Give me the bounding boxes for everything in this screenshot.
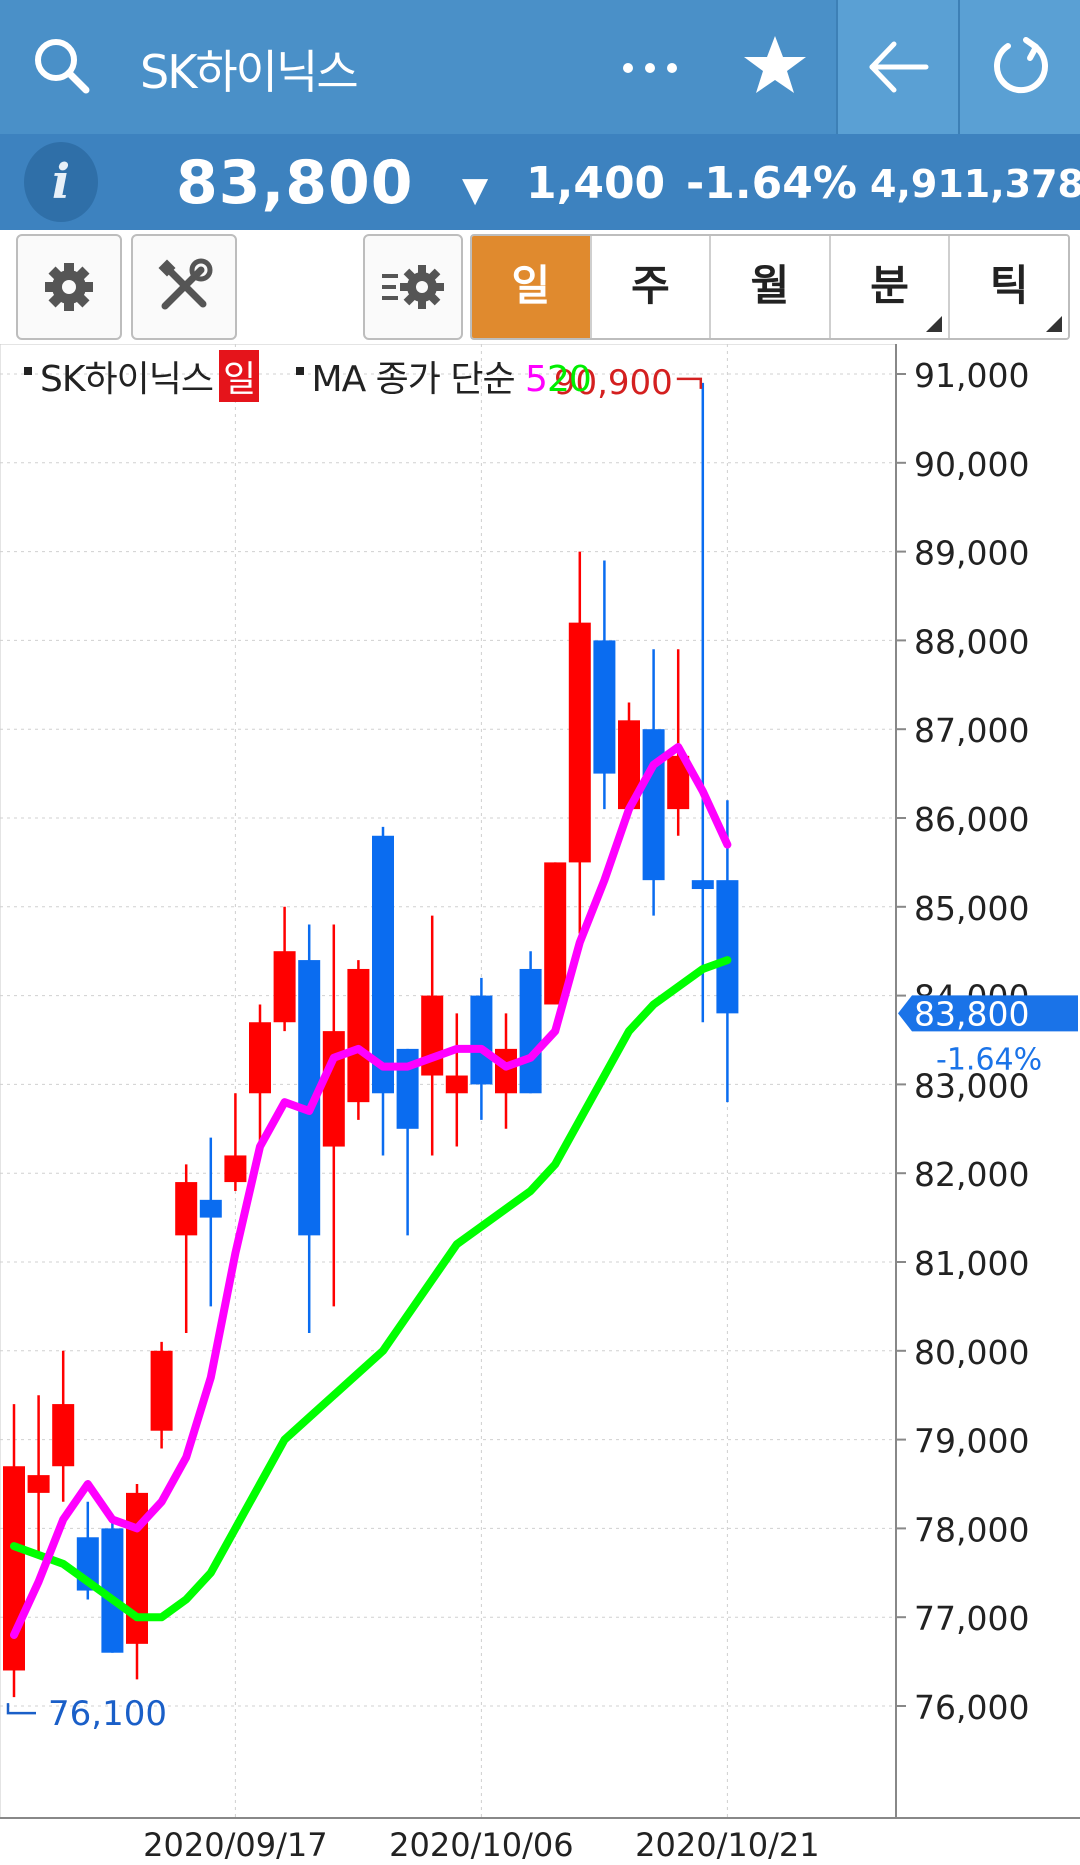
candle-up <box>150 1350 173 1431</box>
stock-name-title: SK하이닉스 <box>140 45 359 99</box>
refresh-button[interactable] <box>958 0 1080 134</box>
candle-down <box>470 995 493 1085</box>
current-price-tag <box>898 995 1078 1032</box>
candle-up <box>568 622 591 863</box>
legend-ma20: 20 <box>546 359 592 400</box>
candle-up <box>618 720 640 810</box>
y-tick-label: 77,000 <box>914 1599 1029 1638</box>
price-bar: i 83,800 ▼ 1,400 -1.64% 4,911,378 <box>0 134 1080 230</box>
ma5-line <box>10 742 732 1639</box>
settings-icon <box>45 263 93 311</box>
current-price: 83,800 <box>176 148 414 218</box>
candle-up <box>445 1075 468 1094</box>
search-icon[interactable] <box>28 32 98 102</box>
tab-minute[interactable]: 분 <box>828 236 949 338</box>
y-tick-label: 76,000 <box>914 1688 1029 1727</box>
y-tick-label: 82,000 <box>914 1155 1029 1194</box>
candlestick-chart[interactable]: 91,000 90,000 89,000 88,000 87,000 86,000 85,0… <box>0 344 1080 1865</box>
tab-monthly[interactable]: 월 <box>709 236 829 338</box>
more-icon[interactable] <box>612 36 692 96</box>
chart-toolbar: 일 주 월 분 틱 <box>0 230 1080 344</box>
candle-up <box>322 1031 345 1147</box>
tab-label: 일 <box>511 261 551 310</box>
trade-volume: 4,911,378 <box>870 162 1080 206</box>
indicator-settings-button[interactable] <box>363 234 463 340</box>
tools-button[interactable] <box>131 234 237 340</box>
max-price-label: 90,900 <box>554 363 673 403</box>
y-tick-label: 91,000 <box>914 356 1029 395</box>
x-tick-label: 2020/09/17 <box>143 1826 327 1864</box>
candle-up <box>667 755 690 810</box>
candle-up <box>175 1182 198 1236</box>
candle-up <box>544 862 567 1005</box>
price-change-percent: -1.64% <box>686 158 857 209</box>
candle-down <box>593 640 616 774</box>
candle-up <box>495 1048 517 1094</box>
candle-down <box>716 880 739 1014</box>
candle-down <box>298 960 321 1236</box>
y-tick-label: 88,000 <box>914 622 1029 661</box>
min-price-marker <box>6 1703 36 1715</box>
y-tick-label: 90,000 <box>914 445 1029 484</box>
legend-marker <box>295 367 304 375</box>
dropdown-corner-icon <box>926 316 943 332</box>
candle-down <box>642 729 665 881</box>
tab-weekly[interactable]: 주 <box>589 236 710 338</box>
tab-label: 월 <box>750 261 790 310</box>
info-button[interactable]: i <box>24 142 98 222</box>
back-button[interactable] <box>836 0 958 134</box>
candle-down <box>519 968 542 1094</box>
back-arrow-icon <box>864 32 934 102</box>
chart-canvas[interactable]: 91,000 90,000 89,000 88,000 87,000 86,000 85,0… <box>0 344 1080 1865</box>
price-change: 1,400 <box>526 158 666 209</box>
current-price-pct: -1.64% <box>936 1042 1042 1077</box>
candle-up <box>3 1466 25 1671</box>
tools-icon <box>158 258 213 310</box>
tab-label: 틱 <box>989 261 1029 310</box>
dropdown-corner-icon <box>1045 316 1062 332</box>
candle-up <box>347 968 370 1103</box>
tab-daily[interactable]: 일 <box>472 236 590 338</box>
legend-stock-name: SK하이닉스 <box>40 359 214 400</box>
candle-down <box>101 1528 124 1653</box>
down-arrow-icon: ▼ <box>462 170 489 210</box>
y-tick-label: 87,000 <box>914 711 1029 750</box>
legend-ma5: 5 <box>525 359 548 400</box>
y-tick-label: 83,000 <box>914 1066 1029 1105</box>
candle-down <box>199 1199 222 1218</box>
candle-down <box>372 835 394 1094</box>
y-tick-label: 89,000 <box>914 534 1029 573</box>
legend-period-badge: 일 <box>218 350 260 402</box>
current-price-label: 83,800 <box>914 994 1029 1033</box>
star-icon[interactable] <box>740 30 810 100</box>
min-price-label: 76,100 <box>48 1694 167 1734</box>
tab-label: 주 <box>631 261 670 310</box>
tab-label: 분 <box>870 261 909 310</box>
candle-up <box>27 1475 50 1493</box>
candle-down <box>691 880 714 890</box>
y-tick-label: 81,000 <box>914 1244 1029 1283</box>
y-tick-label: 86,000 <box>914 800 1029 839</box>
x-tick-label: 2020/10/06 <box>389 1826 573 1864</box>
y-tick-label: 79,000 <box>914 1422 1029 1461</box>
tab-tick[interactable]: 틱 <box>948 236 1068 338</box>
settings-button[interactable] <box>16 234 122 340</box>
ma20-line <box>10 956 732 1622</box>
x-tick-label: 2020/10/21 <box>635 1826 819 1864</box>
refresh-icon <box>988 34 1054 100</box>
y-tick-label: 80,000 <box>914 1333 1029 1372</box>
app-bar: SK하이닉스 <box>0 0 1080 134</box>
y-tick-label: 78,000 <box>914 1510 1029 1549</box>
candle-up <box>52 1404 75 1467</box>
candle-up <box>224 1155 247 1183</box>
period-tabs: 일 주 월 분 틱 <box>470 234 1070 340</box>
indicator-settings-icon <box>382 265 444 309</box>
candle-up <box>249 1022 271 1094</box>
legend-ma-label: MA 종가 단순 <box>311 359 516 400</box>
y-tick-label: 85,000 <box>914 889 1029 928</box>
chart-legend: SK하이닉스 일 MA 종가 단순 520 <box>24 350 592 402</box>
legend-marker <box>24 367 32 375</box>
candle-up <box>273 951 296 1023</box>
max-price-marker <box>676 377 703 389</box>
